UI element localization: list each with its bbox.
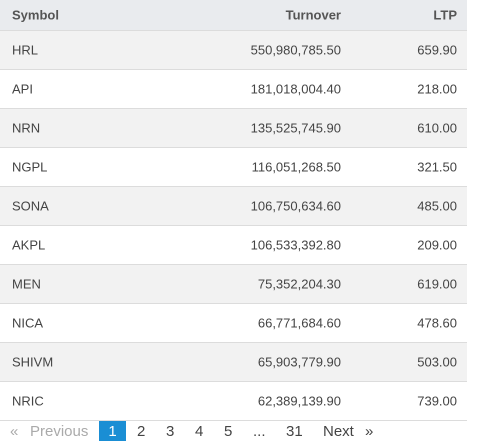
header-cell[interactable]: Symbol bbox=[12, 7, 59, 23]
table-cell: 218.00 bbox=[417, 81, 457, 97]
table-row: HRL 550,980,785.50 659.90 bbox=[0, 31, 467, 70]
table-cell: 66,771,684.60 bbox=[257, 315, 341, 331]
table-cell: 550,980,785.50 bbox=[250, 42, 341, 58]
table-cell: 485.00 bbox=[417, 198, 457, 214]
table-row: MEN 75,352,204.30 619.00 bbox=[0, 265, 467, 304]
table-cell: 739.00 bbox=[417, 393, 457, 409]
page-link[interactable]: 3 bbox=[166, 423, 175, 440]
table-cell: API bbox=[12, 81, 33, 97]
page-link[interactable]: 5 bbox=[224, 423, 233, 440]
header-cell[interactable]: LTP bbox=[433, 7, 457, 23]
page-current: 1 bbox=[99, 421, 126, 441]
table-row: NRN 135,525,745.90 610.00 bbox=[0, 109, 467, 148]
table-cell: 65,903,779.90 bbox=[257, 354, 341, 370]
table-cell: 209.00 bbox=[417, 237, 457, 253]
table-cell: 116,051,268.50 bbox=[251, 159, 341, 175]
page-link[interactable]: 4 bbox=[195, 423, 204, 440]
table-cell: 106,533,392.80 bbox=[250, 237, 341, 253]
next-icon[interactable]: » bbox=[365, 423, 374, 440]
table-cell: 478.60 bbox=[417, 315, 457, 331]
table-cell: 135,525,745.90 bbox=[250, 120, 341, 136]
table-cell: AKPL bbox=[12, 237, 46, 253]
table-row: API 181,018,004.40 218.00 bbox=[0, 70, 467, 109]
table-cell: 619.00 bbox=[417, 276, 457, 292]
previous-button: Previous bbox=[30, 423, 89, 440]
table-cell: NGPL bbox=[12, 159, 48, 175]
pagination: « Previous 1 2 3 4 5... 31 Next » bbox=[0, 421, 485, 441]
table-cell: HRL bbox=[12, 42, 39, 58]
table-cell: NICA bbox=[12, 315, 44, 331]
table-row: NGPL 116,051,268.50 321.50 bbox=[0, 148, 467, 187]
table-cell: NRIC bbox=[12, 393, 44, 409]
header-cell[interactable]: Turnover bbox=[285, 7, 341, 23]
page-link[interactable]: 31 bbox=[286, 423, 303, 440]
table-row: NICA 66,771,684.60 478.60 bbox=[0, 304, 467, 343]
table-cell: 106,750,634.60 bbox=[250, 198, 341, 214]
table-row: AKPL 106,533,392.80 209.00 bbox=[0, 226, 467, 265]
table-cell: 610.00 bbox=[417, 120, 457, 136]
table-cell: 62,389,139.90 bbox=[257, 393, 341, 409]
header-row: Symbol Turnover LTP bbox=[0, 0, 467, 31]
table-cell: SONA bbox=[12, 198, 49, 214]
prev-icon: « bbox=[10, 423, 19, 440]
table-cell: NRN bbox=[12, 120, 41, 136]
table-cell: 75,352,204.30 bbox=[257, 276, 341, 292]
table-cell: 181,018,004.40 bbox=[250, 81, 341, 97]
table-cell: MEN bbox=[12, 276, 41, 292]
table-cell: 321.50 bbox=[417, 159, 457, 175]
table-row: NRIC 62,389,139.90 739.00 bbox=[0, 382, 467, 421]
page-link[interactable]: 2 bbox=[137, 423, 146, 440]
table-cell: SHIVM bbox=[12, 354, 54, 370]
table-cell: 659.90 bbox=[417, 42, 457, 58]
table-cell: 503.00 bbox=[417, 354, 457, 370]
table-row: SONA 106,750,634.60 485.00 bbox=[0, 187, 467, 226]
page-link[interactable]: ... bbox=[253, 423, 266, 440]
table-row: SHIVM 65,903,779.90 503.00 bbox=[0, 343, 467, 382]
next-button[interactable]: Next bbox=[323, 423, 354, 440]
